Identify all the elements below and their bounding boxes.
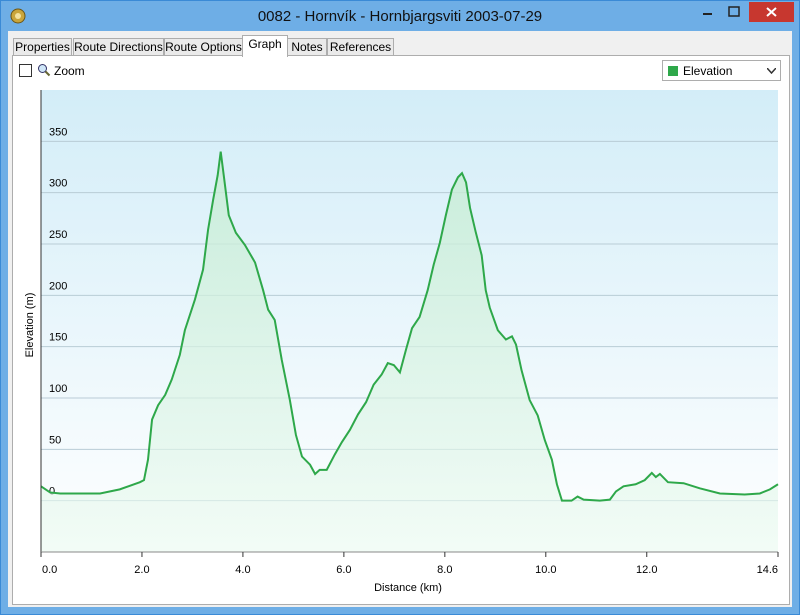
app-icon — [10, 8, 26, 24]
x-tick-label: 12.0 — [636, 564, 657, 576]
window-title: 0082 - Hornvík - Hornbjargsviti 2003-07-… — [257, 8, 543, 25]
y-tick-label: 150 — [49, 332, 67, 344]
tab[interactable]: Graph — [242, 35, 288, 57]
area-fill — [41, 151, 778, 552]
minimize-button[interactable] — [694, 2, 720, 22]
series-dropdown[interactable]: Elevation — [662, 60, 781, 81]
x-tick-label: 8.0 — [437, 564, 452, 576]
tab[interactable]: Notes — [287, 38, 327, 56]
tab[interactable]: Properties — [13, 38, 72, 56]
x-axis-label: Distance (km) — [374, 582, 442, 594]
y-tick-label: 350 — [49, 126, 67, 138]
tab[interactable]: Route Directions — [73, 38, 164, 56]
x-tick-label: 2.0 — [134, 564, 149, 576]
y-tick-label: 200 — [49, 280, 67, 292]
dropdown-arrow — [767, 68, 776, 74]
y-tick-label: 250 — [49, 229, 67, 241]
x-tick-label: 14.6 — [757, 564, 778, 576]
zoom-label: Zoom — [54, 64, 85, 78]
line — [40, 151, 779, 502]
title-bar: 0082 - Hornvík - Hornbjargsviti 2003-07-… — [1, 1, 799, 31]
zoom-icon — [38, 64, 51, 77]
series-swatch — [668, 66, 678, 76]
y-tick-label: 50 — [49, 434, 61, 446]
close-button[interactable] — [749, 2, 794, 22]
y-axis-label: Elevation (m) — [24, 293, 36, 358]
series-name: Elevation — [683, 64, 733, 78]
maximize-button[interactable] — [721, 2, 747, 22]
y-tick-label: 300 — [49, 178, 67, 190]
x-tick-label: 10.0 — [535, 564, 556, 576]
x-tick-label: 4.0 — [235, 564, 250, 576]
x-tick-label: 6.0 — [336, 564, 351, 576]
tab[interactable]: References — [327, 38, 394, 56]
x-tick-label: 0.0 — [42, 564, 57, 576]
y-tick-label: 100 — [49, 383, 67, 395]
zoom-checkbox[interactable] — [19, 64, 32, 77]
